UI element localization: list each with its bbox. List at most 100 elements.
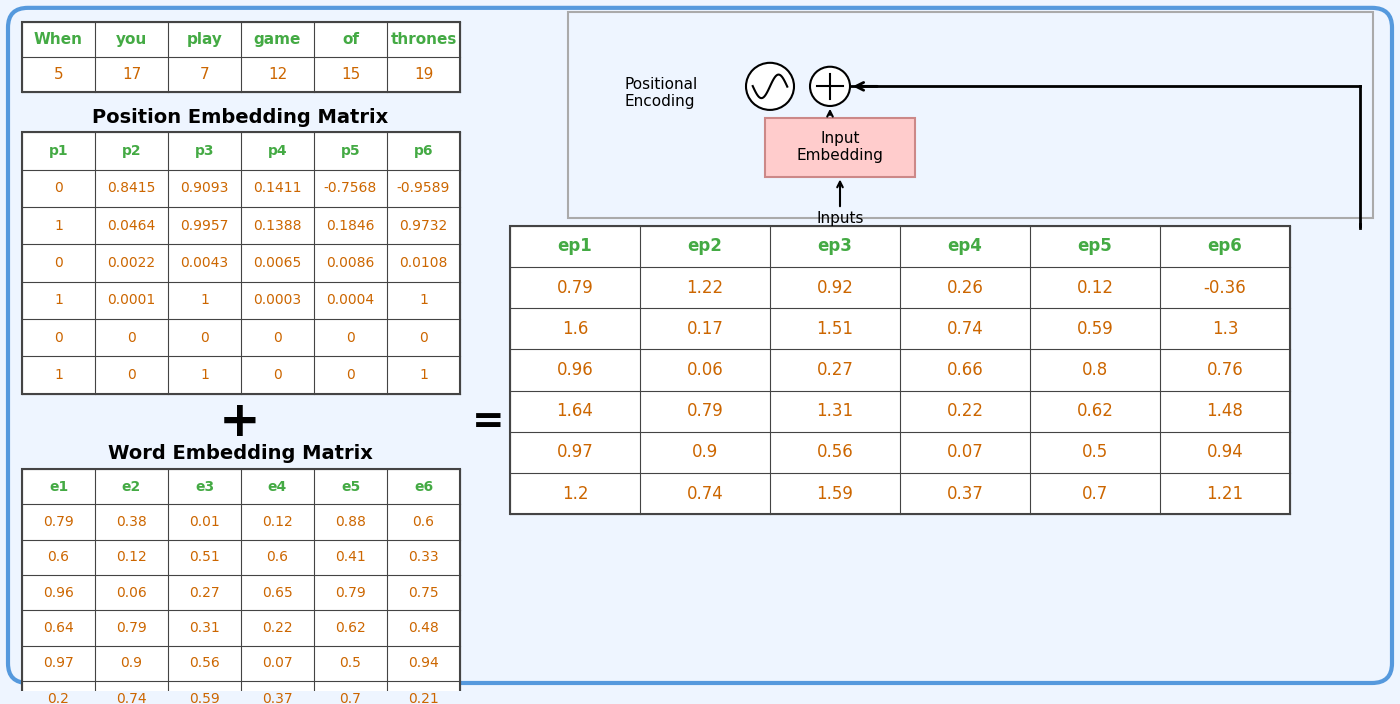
Text: 0.94: 0.94 <box>409 656 438 670</box>
Text: 0.59: 0.59 <box>1077 320 1113 338</box>
Text: 0.31: 0.31 <box>189 621 220 635</box>
Text: 0.22: 0.22 <box>262 621 293 635</box>
Text: Inputs: Inputs <box>816 211 864 226</box>
Text: 0.0001: 0.0001 <box>108 294 155 307</box>
Text: Input
Embedding: Input Embedding <box>797 131 883 163</box>
Text: 0.64: 0.64 <box>43 621 74 635</box>
Text: p1: p1 <box>49 144 69 158</box>
Text: 0.12: 0.12 <box>1077 279 1113 296</box>
Text: 0.6: 0.6 <box>266 551 288 565</box>
Circle shape <box>746 63 794 110</box>
Text: 0.79: 0.79 <box>686 402 724 420</box>
Text: e4: e4 <box>267 479 287 494</box>
Text: 0.76: 0.76 <box>1207 361 1243 379</box>
Text: 1: 1 <box>55 219 63 233</box>
Bar <box>510 226 1289 514</box>
Text: 1.3: 1.3 <box>1212 320 1238 338</box>
Text: e1: e1 <box>49 479 69 494</box>
Text: -0.9589: -0.9589 <box>396 182 451 196</box>
Text: 0.1411: 0.1411 <box>253 182 302 196</box>
Text: 1: 1 <box>419 368 428 382</box>
Text: p5: p5 <box>340 144 360 158</box>
Text: 0: 0 <box>346 331 354 344</box>
Circle shape <box>811 67 850 106</box>
Text: 0.9: 0.9 <box>692 444 718 461</box>
Text: 0: 0 <box>200 331 209 344</box>
Text: 1: 1 <box>55 294 63 307</box>
Text: 1.48: 1.48 <box>1207 402 1243 420</box>
Text: 1.59: 1.59 <box>816 484 854 503</box>
Text: 0.74: 0.74 <box>686 484 724 503</box>
Text: e2: e2 <box>122 479 141 494</box>
Text: 0.75: 0.75 <box>409 586 438 600</box>
Text: 0: 0 <box>127 331 136 344</box>
Text: play: play <box>186 32 223 46</box>
Text: 0.97: 0.97 <box>43 656 74 670</box>
Text: 0.26: 0.26 <box>946 279 983 296</box>
Text: 0.48: 0.48 <box>409 621 438 635</box>
Text: 17: 17 <box>122 67 141 82</box>
Text: ep4: ep4 <box>948 237 983 256</box>
Text: 0: 0 <box>273 368 281 382</box>
Text: p2: p2 <box>122 144 141 158</box>
Text: 0.21: 0.21 <box>409 692 438 704</box>
Bar <box>764 118 916 177</box>
Text: 0.22: 0.22 <box>946 402 983 420</box>
Text: 0.96: 0.96 <box>557 361 594 379</box>
FancyBboxPatch shape <box>8 8 1392 683</box>
Text: 1.2: 1.2 <box>561 484 588 503</box>
Text: 1.51: 1.51 <box>816 320 854 338</box>
Text: 0: 0 <box>55 182 63 196</box>
Text: p4: p4 <box>267 144 287 158</box>
Text: 0.79: 0.79 <box>43 515 74 529</box>
Text: 5: 5 <box>53 67 63 82</box>
Text: 0.79: 0.79 <box>335 586 365 600</box>
Bar <box>22 22 461 92</box>
Text: 19: 19 <box>414 67 433 82</box>
Text: 0.94: 0.94 <box>1207 444 1243 461</box>
Text: 0.9093: 0.9093 <box>181 182 228 196</box>
Text: 1.6: 1.6 <box>561 320 588 338</box>
Text: 0.51: 0.51 <box>189 551 220 565</box>
Text: ep6: ep6 <box>1208 237 1242 256</box>
Text: 1.21: 1.21 <box>1207 484 1243 503</box>
Text: -0.7568: -0.7568 <box>323 182 377 196</box>
Text: ep1: ep1 <box>557 237 592 256</box>
Text: 0.6: 0.6 <box>413 515 434 529</box>
Text: 1: 1 <box>55 368 63 382</box>
Text: 1: 1 <box>419 294 428 307</box>
Text: 0.37: 0.37 <box>262 692 293 704</box>
Text: 0.06: 0.06 <box>686 361 724 379</box>
Text: +: + <box>220 398 260 446</box>
Text: 1: 1 <box>200 294 209 307</box>
Text: =: = <box>472 403 504 441</box>
Text: 0.37: 0.37 <box>946 484 983 503</box>
Text: e6: e6 <box>414 479 433 494</box>
Text: p3: p3 <box>195 144 214 158</box>
Bar <box>22 132 461 394</box>
Text: 7: 7 <box>200 67 210 82</box>
Text: Word Embedding Matrix: Word Embedding Matrix <box>108 444 372 463</box>
Text: 0: 0 <box>55 331 63 344</box>
Text: 0.74: 0.74 <box>116 692 147 704</box>
Text: 0.56: 0.56 <box>189 656 220 670</box>
Text: 0.9: 0.9 <box>120 656 143 670</box>
Text: 0.0003: 0.0003 <box>253 294 301 307</box>
Text: 0.59: 0.59 <box>189 692 220 704</box>
Text: 0.06: 0.06 <box>116 586 147 600</box>
Bar <box>22 469 461 704</box>
Text: 0.65: 0.65 <box>262 586 293 600</box>
Text: 0.07: 0.07 <box>946 444 983 461</box>
Text: 0.62: 0.62 <box>335 621 365 635</box>
Text: 0.62: 0.62 <box>1077 402 1113 420</box>
Text: ep5: ep5 <box>1078 237 1113 256</box>
Text: 0: 0 <box>55 256 63 270</box>
Text: 0.0065: 0.0065 <box>253 256 301 270</box>
Text: When: When <box>34 32 83 46</box>
Text: p6: p6 <box>414 144 433 158</box>
Text: ep3: ep3 <box>818 237 853 256</box>
Text: e5: e5 <box>340 479 360 494</box>
Text: 0.0464: 0.0464 <box>108 219 155 233</box>
Text: 0.88: 0.88 <box>335 515 365 529</box>
Bar <box>568 12 1373 218</box>
